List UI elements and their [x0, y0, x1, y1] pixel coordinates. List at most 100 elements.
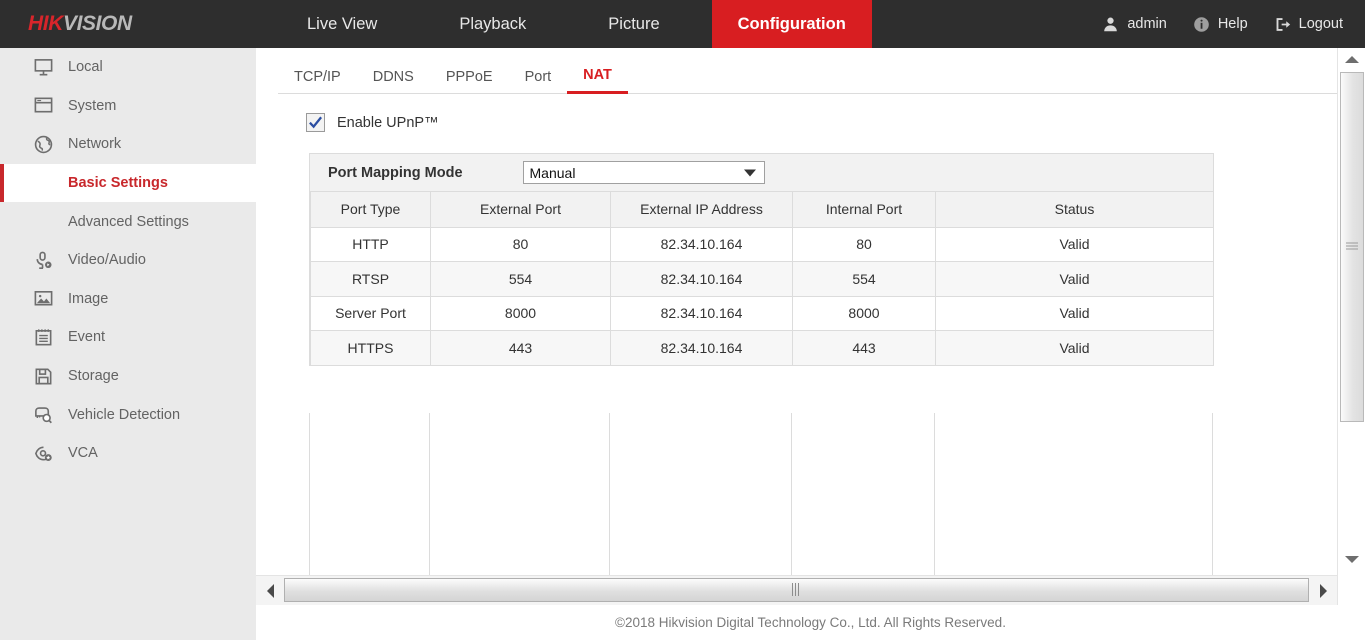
- sidebar-label: Local: [68, 59, 103, 76]
- enable-upnp-label: Enable UPnP™: [337, 114, 439, 131]
- content-panel: TCP/IP DDNS PPPoE Port NAT Enable UPnP™ …: [256, 48, 1337, 575]
- sidebar-item-vehicle-detection[interactable]: Vehicle Detection: [0, 395, 256, 434]
- sidebar-label: VCA: [68, 445, 98, 462]
- column-header-external-ip: External IP Address: [610, 192, 793, 228]
- nav-tab-live-view[interactable]: Live View: [307, 14, 378, 33]
- cell-port-type: HTTPS: [310, 330, 431, 366]
- picture-icon: [32, 288, 54, 310]
- empty-col-status: [935, 413, 1213, 575]
- sidebar-item-basic-settings[interactable]: Basic Settings: [0, 163, 256, 203]
- enable-upnp-checkbox[interactable]: [306, 113, 325, 132]
- user-icon: [1102, 16, 1119, 33]
- nav-tab-configuration[interactable]: Configuration: [711, 0, 872, 48]
- tab-nat[interactable]: NAT: [567, 67, 628, 94]
- enable-upnp-row: Enable UPnP™: [306, 113, 439, 132]
- scroll-left-button[interactable]: [256, 576, 284, 606]
- network-sub-tabs: TCP/IP DDNS PPPoE Port NAT: [278, 58, 1337, 94]
- top-right-actions: admin Help Logout: [1102, 0, 1365, 48]
- scroll-right-button[interactable]: [1309, 576, 1337, 606]
- help-button[interactable]: Help: [1193, 16, 1248, 33]
- horizontal-scrollbar-track[interactable]: [284, 576, 1309, 606]
- footer-copyright: ©2018 Hikvision Digital Technology Co., …: [256, 605, 1365, 640]
- triangle-left-icon: [266, 583, 274, 598]
- horizontal-scrollbar-thumb[interactable]: [284, 577, 1309, 602]
- nav-tab-playback[interactable]: Playback: [459, 14, 527, 33]
- chevron-down-icon: [743, 169, 756, 176]
- table-row[interactable]: HTTPS 443 82.34.10.164 443 Valid: [310, 330, 1214, 366]
- checkmark-icon: [309, 116, 323, 129]
- sidebar-item-event[interactable]: Event: [0, 318, 256, 357]
- triangle-up-icon: [1345, 55, 1359, 63]
- scrollbar-grip-icon: [1346, 242, 1358, 252]
- vertical-scrollbar-thumb[interactable]: [1340, 72, 1364, 422]
- cell-internal-port: 443: [792, 330, 936, 366]
- logout-button[interactable]: Logout: [1274, 16, 1343, 33]
- empty-col-external-port: [430, 413, 610, 575]
- car-search-icon: [32, 404, 54, 426]
- sidebar-item-local[interactable]: Local: [0, 48, 256, 87]
- help-label: Help: [1217, 16, 1248, 32]
- column-header-internal-port: Internal Port: [792, 192, 936, 228]
- port-mapping-mode-select[interactable]: Manual: [522, 161, 765, 184]
- tab-port[interactable]: Port: [524, 69, 552, 85]
- scroll-up-button[interactable]: [1338, 48, 1365, 70]
- cell-internal-port: 8000: [792, 296, 936, 332]
- cell-port-type: Server Port: [310, 296, 431, 332]
- cell-external-ip: 82.34.10.164: [610, 227, 793, 263]
- sidebar-item-image[interactable]: Image: [0, 280, 256, 319]
- table-header-row: Port Type External Port External IP Addr…: [310, 192, 1214, 228]
- horizontal-scrollbar[interactable]: [256, 575, 1337, 605]
- sidebar-label: Network: [68, 136, 122, 153]
- monitor-icon: [32, 56, 54, 78]
- cell-external-port: 443: [430, 330, 611, 366]
- sidebar-label: System: [68, 97, 117, 114]
- scroll-down-button[interactable]: [1338, 548, 1365, 570]
- logo-hik-text: HIK: [28, 12, 63, 35]
- vca-icon: [32, 442, 54, 464]
- table-row[interactable]: HTTP 80 82.34.10.164 80 Valid: [310, 227, 1214, 263]
- notepad-icon: [32, 326, 54, 348]
- port-mapping-mode-value: Manual: [529, 164, 576, 181]
- port-mapping-mode-label: Port Mapping Mode: [328, 164, 463, 181]
- empty-col-external-ip: [610, 413, 792, 575]
- info-icon: [1193, 16, 1210, 33]
- table-row[interactable]: Server Port 8000 82.34.10.164 8000 Valid: [310, 296, 1214, 332]
- cell-external-ip: 82.34.10.164: [610, 296, 793, 332]
- table-row[interactable]: RTSP 554 82.34.10.164 554 Valid: [310, 261, 1214, 297]
- sidebar-item-advanced-settings[interactable]: Advanced Settings: [68, 213, 189, 230]
- cell-external-ip: 82.34.10.164: [610, 330, 793, 366]
- sidebar-item-storage[interactable]: Storage: [0, 357, 256, 396]
- nav-tab-picture[interactable]: Picture: [608, 14, 660, 33]
- user-name-label: admin: [1127, 16, 1167, 32]
- tab-tcp-ip[interactable]: TCP/IP: [294, 69, 341, 85]
- logo-vision-text: VISION: [62, 12, 132, 35]
- cell-port-type: RTSP: [310, 261, 431, 297]
- nat-table-container: Port Mapping Mode Manual Port Type Exter…: [309, 153, 1214, 366]
- tab-pppoe[interactable]: PPPoE: [445, 69, 493, 85]
- column-header-external-port: External Port: [430, 192, 611, 228]
- sidebar-item-network[interactable]: Network: [0, 125, 256, 164]
- port-mapping-table: Port Type External Port External IP Addr…: [310, 192, 1214, 366]
- floppy-disk-icon: [32, 365, 54, 387]
- cell-status: Valid: [935, 261, 1214, 297]
- port-mapping-mode-row: Port Mapping Mode Manual: [310, 154, 1213, 192]
- logout-icon: [1274, 16, 1291, 33]
- sidebar-item-vca[interactable]: VCA: [0, 434, 256, 473]
- globe-icon: [32, 133, 54, 155]
- vertical-scrollbar[interactable]: [1337, 48, 1365, 640]
- cell-status: Valid: [935, 330, 1214, 366]
- empty-col-port-type: [310, 413, 430, 575]
- sidebar-item-video-audio[interactable]: Video/Audio: [0, 241, 256, 280]
- sidebar-label: Storage: [68, 368, 119, 385]
- user-account-button[interactable]: admin: [1102, 16, 1167, 33]
- cell-internal-port: 554: [792, 261, 936, 297]
- tab-ddns[interactable]: DDNS: [372, 69, 414, 85]
- sidebar-label: Vehicle Detection: [68, 406, 181, 423]
- column-header-status: Status: [935, 192, 1214, 228]
- microphone-icon: [32, 249, 54, 271]
- sidebar-item-system[interactable]: System: [0, 87, 256, 126]
- cell-port-type: HTTP: [310, 227, 431, 263]
- sidebar-label: Event: [68, 329, 106, 346]
- cell-status: Valid: [935, 227, 1214, 263]
- logout-label: Logout: [1298, 16, 1343, 32]
